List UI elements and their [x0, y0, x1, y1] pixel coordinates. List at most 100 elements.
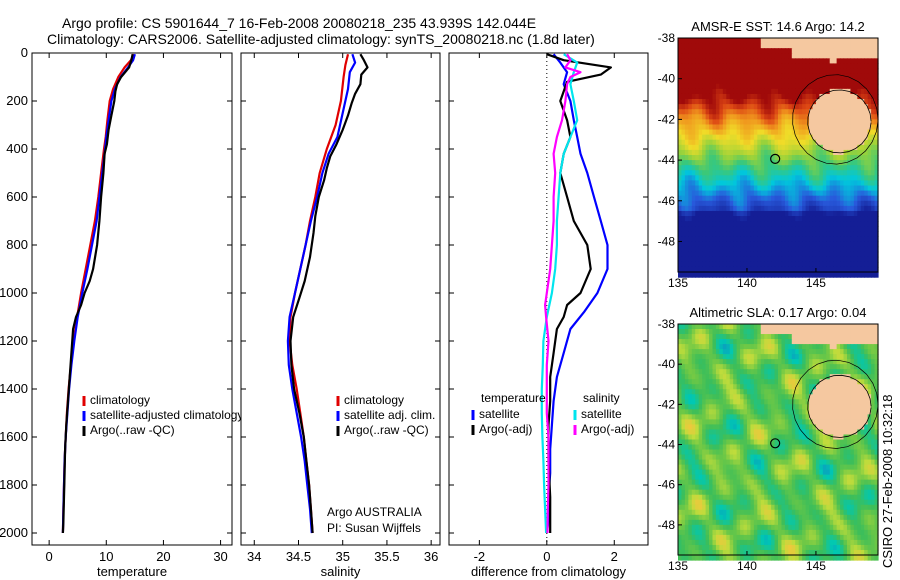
- sst-map-cell: [840, 185, 845, 192]
- sst-map-cell: [698, 185, 703, 192]
- sst-map-cell: [812, 272, 817, 278]
- sst-map-cell: [757, 63, 762, 70]
- sst-map-cell: [757, 99, 762, 105]
- sla-map-cell: [864, 409, 869, 415]
- sla-map-cell: [791, 419, 796, 426]
- sla-map-cell: [760, 484, 765, 491]
- sst-map-cell: [750, 43, 755, 49]
- sst-map-cell: [698, 149, 703, 156]
- sst-map-cell: [826, 139, 831, 146]
- sst-map-cell: [719, 73, 724, 80]
- sst-map-cell: [740, 68, 745, 75]
- sla-map-cell: [688, 494, 693, 501]
- sla-map-cell: [822, 364, 827, 370]
- sst-map-cell: [850, 256, 855, 263]
- sla-map-cell: [733, 424, 738, 431]
- sla-map-cell: [846, 344, 852, 350]
- sla-map-cell: [715, 339, 720, 345]
- sst-map-cell: [681, 139, 686, 146]
- sla-map-cell: [864, 384, 869, 390]
- sst-map-cell: [826, 73, 831, 80]
- sst-map-cell: [795, 68, 800, 75]
- sla-map-cell: [740, 454, 745, 461]
- sst-map-cell: [733, 180, 738, 187]
- sla-map-cell: [733, 399, 738, 405]
- sst-map-cell: [678, 58, 683, 65]
- sst-map-cell: [684, 216, 689, 222]
- sst-map-cell: [750, 99, 755, 105]
- sst-map-cell: [733, 109, 738, 115]
- sst-map-cell: [712, 185, 717, 192]
- sla-map-cell: [712, 469, 717, 476]
- sla-map-cell: [760, 384, 765, 390]
- sla-map-cell: [753, 369, 758, 375]
- sst-map-cell: [791, 272, 796, 278]
- sst-map-cell: [746, 185, 752, 192]
- sla-map-cell: [771, 369, 776, 375]
- sst-map-cell: [715, 99, 720, 105]
- sla-map-cell: [750, 484, 755, 491]
- sst-map-cell: [746, 119, 752, 126]
- sst-map-cell: [784, 226, 789, 232]
- sla-map-cell: [771, 424, 776, 431]
- sla-map-cell: [840, 404, 845, 410]
- sst-map-cell: [788, 53, 793, 59]
- sst-map-cell: [743, 43, 748, 49]
- sst-map-cell: [750, 73, 755, 80]
- sla-map-cell: [795, 379, 800, 385]
- sla-map-cell: [805, 474, 810, 481]
- sla-map-cell: [833, 379, 838, 385]
- sla-map-cell: [833, 404, 838, 410]
- sst-map-cell: [846, 272, 852, 278]
- sla-map-cell: [760, 399, 765, 405]
- sst-map-cell: [767, 109, 772, 115]
- sla-map-cell: [705, 424, 710, 431]
- sla-map-cell: [691, 384, 696, 390]
- sst-map-cell: [809, 78, 814, 85]
- depth-tick-label: 1400: [0, 381, 28, 396]
- sst-map-cell: [719, 88, 724, 95]
- sst-map-cell: [767, 241, 772, 248]
- sla-map-cell: [826, 419, 831, 426]
- sla-map-cell: [702, 414, 707, 421]
- sla-map-cell: [684, 444, 689, 451]
- sla-map-cell: [688, 409, 693, 415]
- sla-map-cell: [857, 449, 862, 456]
- sla-map-cell: [746, 444, 752, 451]
- sst-map-cell: [695, 256, 700, 263]
- sst-map-cell: [767, 144, 772, 151]
- sst-map-cell: [853, 139, 858, 146]
- sla-map-cell: [715, 374, 720, 380]
- sla-map-cell: [743, 339, 748, 345]
- sst-map-cell: [826, 266, 831, 273]
- sla-map-cell: [733, 449, 738, 456]
- sla-map-cell: [871, 324, 876, 330]
- sst-map-cell: [712, 226, 717, 232]
- sst-map-cell: [678, 216, 683, 222]
- sla-map-cell: [753, 394, 758, 400]
- sla-map-cell: [695, 439, 700, 446]
- sst-map-cell: [743, 139, 748, 146]
- sla-map-cell: [822, 449, 827, 456]
- sst-map-cell: [715, 226, 720, 232]
- sst-map-cell: [871, 190, 876, 197]
- sst-map-cell: [767, 149, 772, 156]
- sst-map-cell: [695, 241, 700, 248]
- sst-map-cell: [857, 185, 862, 192]
- sst-map-cell: [746, 231, 752, 237]
- sst-map-cell: [864, 200, 869, 207]
- sla-map-cell: [726, 459, 731, 466]
- sst-map-cell: [860, 160, 865, 166]
- sla-map-title: Altimetric SLA: 0.17 Argo: 0.04: [689, 305, 866, 320]
- sla-map-cell: [836, 404, 841, 410]
- sst-map-cell: [871, 266, 876, 273]
- sst-map-cell: [819, 210, 824, 217]
- sst-map-cell: [760, 144, 765, 151]
- sla-map-cell: [871, 444, 876, 451]
- sst-map-cell: [709, 114, 714, 120]
- sst-map-cell: [698, 170, 703, 176]
- sst-map-cell: [864, 226, 869, 232]
- sla-map-cell: [829, 324, 834, 330]
- sst-map-cell: [722, 68, 727, 75]
- sst-map-cell: [867, 139, 872, 146]
